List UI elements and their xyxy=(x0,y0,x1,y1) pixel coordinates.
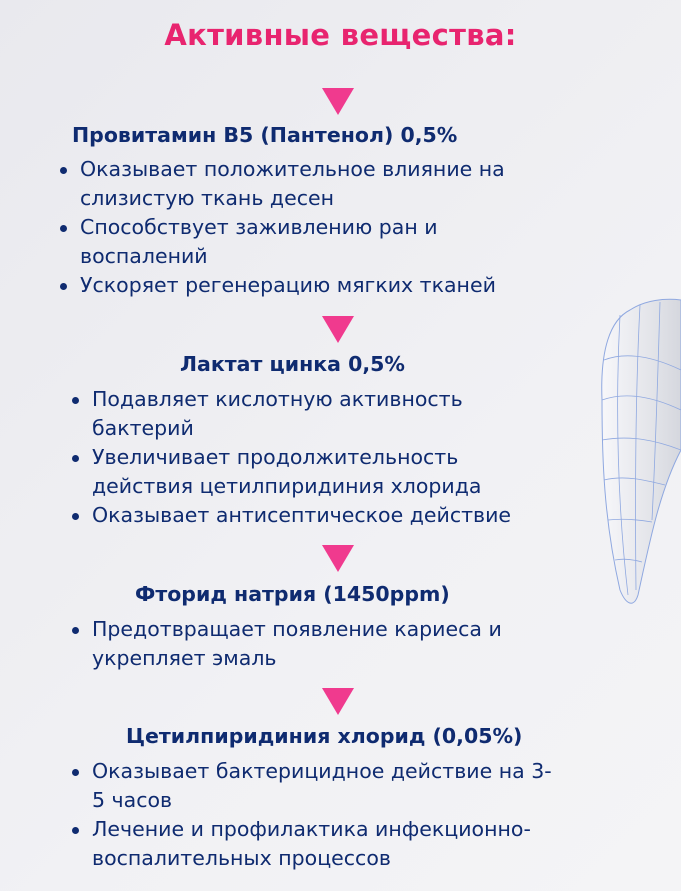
arrow-down-icon xyxy=(322,88,354,115)
list-item-text: Ускоряет регенерацию мягких тканей xyxy=(80,273,496,297)
list-item-text: Увеличивает продолжительность xyxy=(92,445,459,469)
bullet-list: Предотвращает появление кариеса и укрепля… xyxy=(70,615,502,673)
list-item-text: бактерий xyxy=(92,416,194,440)
list-item-text: укрепляет эмаль xyxy=(92,646,277,670)
bullet-icon xyxy=(60,167,67,174)
arrow-down-icon xyxy=(322,316,354,343)
bullet-list: Оказывает бактерицидное действие на 3- 5 … xyxy=(70,757,552,873)
list-item-text: Лечение и профилактика инфекционно- xyxy=(92,817,531,841)
bullet-icon xyxy=(72,769,79,776)
list-item: Подавляет кислотную активность бактерий xyxy=(70,385,511,443)
page-title: Активные вещества: xyxy=(164,18,517,52)
section-heading: Лактат цинка 0,5% xyxy=(180,352,405,376)
bullet-icon xyxy=(72,455,79,462)
list-item-text: действия цетилпиридиния хлорида xyxy=(92,474,482,498)
bullet-icon xyxy=(72,627,79,634)
bullet-icon xyxy=(60,225,67,232)
list-item-text: Оказывает антисептическое действие xyxy=(92,503,512,527)
bullet-list: Подавляет кислотную активность бактерий Ув… xyxy=(70,385,511,530)
arrow-down-icon xyxy=(322,688,354,715)
arrow-down-icon xyxy=(322,545,354,572)
list-item-text: слизистую ткань десен xyxy=(80,186,334,210)
section-heading: Цетилпиридиния хлорид (0,05%) xyxy=(126,724,523,748)
list-item-text: Предотвращает появление кариеса и xyxy=(92,617,502,641)
list-item: Способствует заживлению ран и воспалений xyxy=(58,213,505,271)
tooth-illustration xyxy=(601,298,681,604)
list-item: Оказывает положительное влияние на слизис… xyxy=(58,155,505,213)
list-item-text: воспалительных процессов xyxy=(92,846,391,870)
list-item: Оказывает антисептическое действие xyxy=(70,501,511,530)
list-item: Предотвращает появление кариеса и укрепля… xyxy=(70,615,502,673)
section-heading: Провитамин В5 (Пантенол) 0,5% xyxy=(72,123,458,147)
list-item-text: Оказывает бактерицидное действие на 3- xyxy=(92,759,552,783)
list-item: Ускоряет регенерацию мягких тканей xyxy=(58,271,505,300)
bullet-icon xyxy=(72,513,79,520)
section-heading: Фторид натрия (1450ppm) xyxy=(135,582,450,606)
list-item-text: Способствует заживлению ран и xyxy=(80,215,438,239)
bullet-icon xyxy=(72,827,79,834)
bullet-icon xyxy=(60,283,67,290)
bullet-list: Оказывает положительное влияние на слизис… xyxy=(58,155,505,300)
list-item-text: 5 часов xyxy=(92,788,173,812)
list-item: Оказывает бактерицидное действие на 3- 5 … xyxy=(70,757,552,815)
bullet-icon xyxy=(72,397,79,404)
list-item-text: воспалений xyxy=(80,244,208,268)
list-item-text: Оказывает положительное влияние на xyxy=(80,157,505,181)
list-item: Лечение и профилактика инфекционно-воспа… xyxy=(70,815,552,873)
list-item-text: Подавляет кислотную активность xyxy=(92,387,463,411)
list-item: Увеличивает продолжительность действия це… xyxy=(70,443,511,501)
